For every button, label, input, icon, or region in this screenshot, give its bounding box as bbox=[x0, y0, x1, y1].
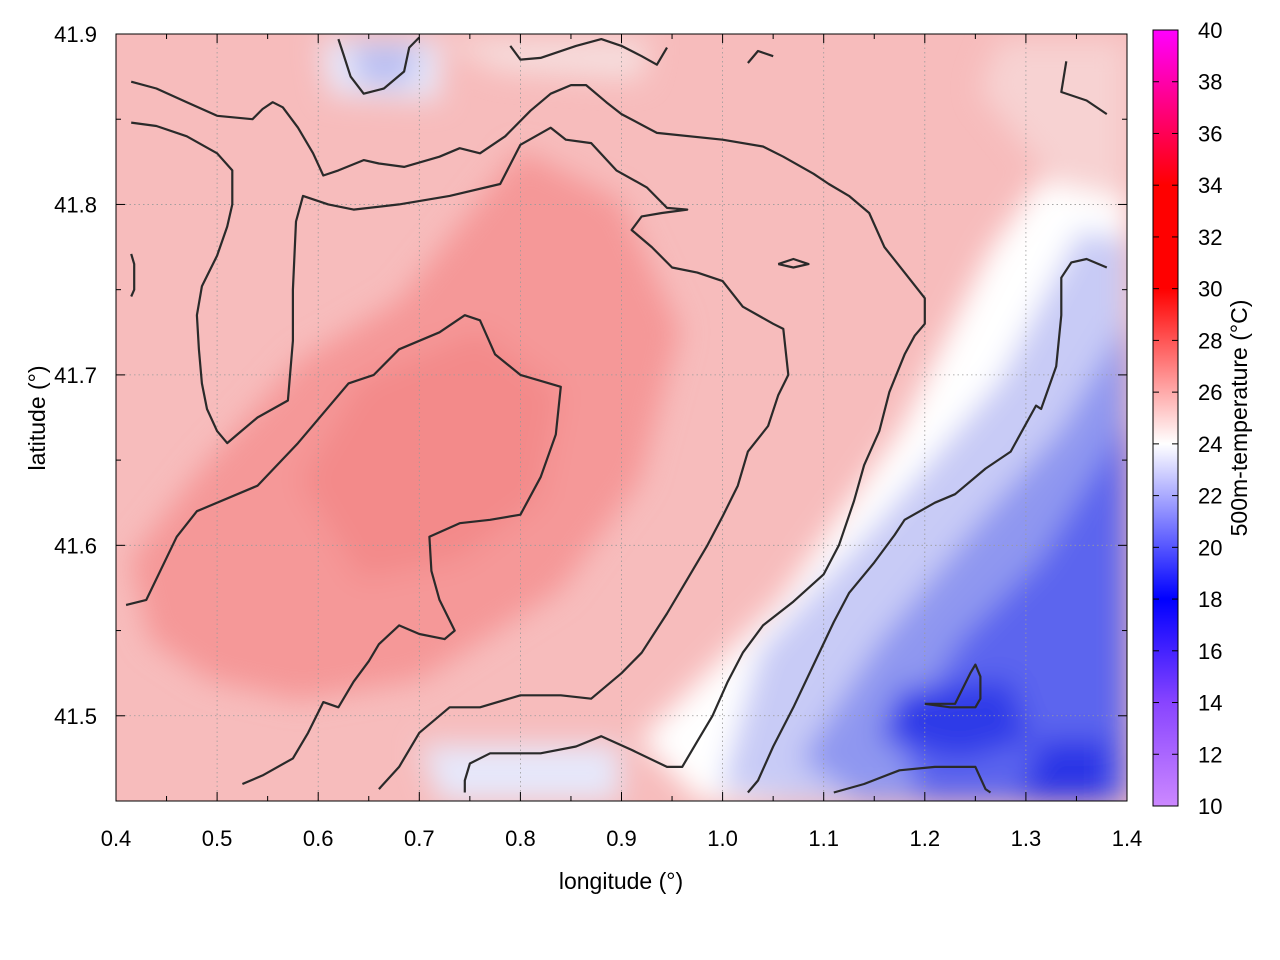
y-tick-label: 41.8 bbox=[54, 192, 97, 217]
colorbar-tick-label: 32 bbox=[1198, 225, 1222, 250]
colorbar-tick-label: 26 bbox=[1198, 380, 1222, 405]
x-tick-label: 1.3 bbox=[1011, 826, 1042, 851]
x-tick-label: 1.1 bbox=[808, 826, 839, 851]
heatmap-field bbox=[116, 34, 1127, 801]
grid-lines bbox=[116, 34, 1127, 801]
colorbar-tick-label: 40 bbox=[1198, 18, 1222, 43]
x-tick-label: 0.7 bbox=[404, 826, 435, 851]
colorbar bbox=[1152, 29, 1179, 807]
x-axis-title: longitude (°) bbox=[559, 868, 683, 894]
y-tick-label: 41.9 bbox=[54, 22, 97, 47]
contour-line-20 bbox=[924, 663, 982, 709]
colorbar-tick-label: 12 bbox=[1198, 742, 1222, 767]
contour-line-26 bbox=[130, 80, 926, 793]
y-axis-title: latitude (°) bbox=[24, 365, 50, 470]
contour-line-24 bbox=[747, 257, 1108, 794]
colorbar-tick-label: 22 bbox=[1198, 484, 1222, 509]
x-tick-label: 0.5 bbox=[202, 826, 233, 851]
colorbar-tick-label: 34 bbox=[1198, 173, 1222, 198]
colorbar-tick-label: 14 bbox=[1198, 691, 1222, 716]
colorbar-tick-label: 36 bbox=[1198, 121, 1222, 146]
x-tick-label: 0.4 bbox=[101, 826, 132, 851]
axis-ticks: 0.4 0.5 0.6 0.7 0.8 0.9 1.0 1.1 1.2 1.3 1.4 41.5 41.… bbox=[54, 22, 1142, 851]
colorbar-tick-label: 28 bbox=[1198, 328, 1222, 353]
x-tick-label: 0.8 bbox=[505, 826, 536, 851]
heatmap-blobs bbox=[130, 40, 1127, 801]
x-tick-label: 1.2 bbox=[910, 826, 941, 851]
contour-lines bbox=[125, 36, 1108, 794]
colorbar-tick-label: 10 bbox=[1198, 794, 1222, 819]
y-tick-label: 41.6 bbox=[54, 533, 97, 558]
colorbar-ticks: 10 12 14 16 18 20 22 24 26 28 30 32 34 36 38 40 bbox=[1153, 18, 1222, 819]
colorbar-title: 500m-temperature (°C) bbox=[1226, 300, 1252, 537]
contour-line-25 bbox=[509, 37, 668, 66]
contour-line-22 bbox=[833, 765, 992, 794]
y-tick-label: 41.7 bbox=[54, 363, 97, 388]
contour-line-25 bbox=[747, 49, 774, 64]
colorbar-tick-label: 30 bbox=[1198, 277, 1222, 302]
colorbar-tick-label: 24 bbox=[1198, 432, 1222, 457]
colorbar-tick-label: 16 bbox=[1198, 639, 1222, 664]
x-tick-label: 0.6 bbox=[303, 826, 334, 851]
contour-line-27 bbox=[130, 253, 136, 297]
x-tick-label: 0.9 bbox=[606, 826, 637, 851]
contour-line-25 bbox=[337, 36, 421, 95]
x-tick-label: 1.0 bbox=[707, 826, 738, 851]
colorbar-tick-label: 20 bbox=[1198, 535, 1222, 560]
y-tick-label: 41.5 bbox=[54, 704, 97, 729]
x-tick-label: 1.4 bbox=[1112, 826, 1143, 851]
colorbar-tick-label: 18 bbox=[1198, 587, 1222, 612]
contour-line-27 bbox=[131, 121, 790, 790]
colorbar-tick-label: 38 bbox=[1198, 70, 1222, 95]
contour-line-27 bbox=[777, 257, 810, 269]
contour-line-25 bbox=[1060, 61, 1108, 116]
contour-line-28 bbox=[125, 314, 562, 786]
